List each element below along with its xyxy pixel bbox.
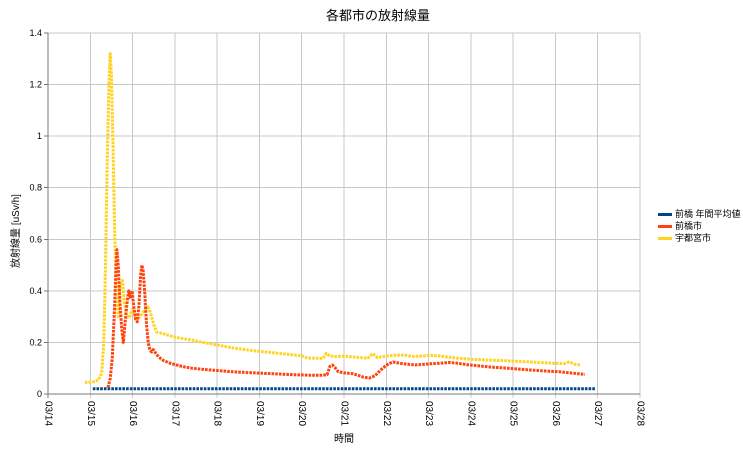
svg-text:03/23: 03/23 (423, 401, 434, 426)
legend-swatch-utsunomiya-city (658, 236, 672, 240)
chart-title: 各都市の放射線量 (325, 8, 430, 23)
svg-text:03/21: 03/21 (339, 401, 350, 426)
svg-text:03/25: 03/25 (508, 401, 519, 426)
svg-text:03/22: 03/22 (381, 401, 392, 426)
svg-text:0.8: 0.8 (29, 183, 42, 193)
legend-label-maebashi-annual-average: 前橋 年間平均値 (675, 209, 741, 219)
svg-text:1: 1 (37, 131, 42, 141)
svg-text:03/14: 03/14 (43, 401, 54, 426)
legend-swatch-maebashi-annual-average (658, 212, 672, 216)
svg-text:0: 0 (37, 389, 42, 399)
svg-text:03/27: 03/27 (592, 401, 603, 426)
legend-item-maebashi-city: 前橋市 (658, 220, 741, 232)
y-axis-title-text: 放射線量 [uSv/h] (11, 194, 22, 268)
svg-text:03/19: 03/19 (254, 401, 265, 426)
svg-text:0.6: 0.6 (29, 234, 42, 244)
svg-text:0.2: 0.2 (29, 337, 42, 347)
svg-text:1.4: 1.4 (29, 28, 42, 38)
legend-label-maebashi-city: 前橋市 (675, 221, 703, 231)
legend-item-utsunomiya-city: 宇都宮市 (658, 232, 741, 244)
legend: 前橋 年間平均値 前橋市 宇都宮市 (658, 208, 741, 244)
legend-swatch-maebashi-city (658, 224, 672, 228)
svg-text:03/26: 03/26 (550, 401, 561, 426)
svg-text:03/15: 03/15 (85, 401, 96, 426)
svg-text:1.2: 1.2 (29, 80, 42, 90)
svg-text:03/18: 03/18 (212, 401, 223, 426)
svg-text:03/24: 03/24 (465, 401, 476, 426)
svg-text:0.4: 0.4 (29, 286, 42, 296)
legend-label-utsunomiya-city: 宇都宮市 (675, 233, 712, 243)
x-axis-title: 時間 (334, 434, 354, 445)
svg-text:03/28: 03/28 (635, 401, 646, 426)
svg-text:03/16: 03/16 (127, 401, 138, 426)
svg-text:03/17: 03/17 (169, 401, 180, 426)
legend-item-maebashi-annual-average: 前橋 年間平均値 (658, 208, 741, 220)
svg-text:03/20: 03/20 (296, 401, 307, 426)
